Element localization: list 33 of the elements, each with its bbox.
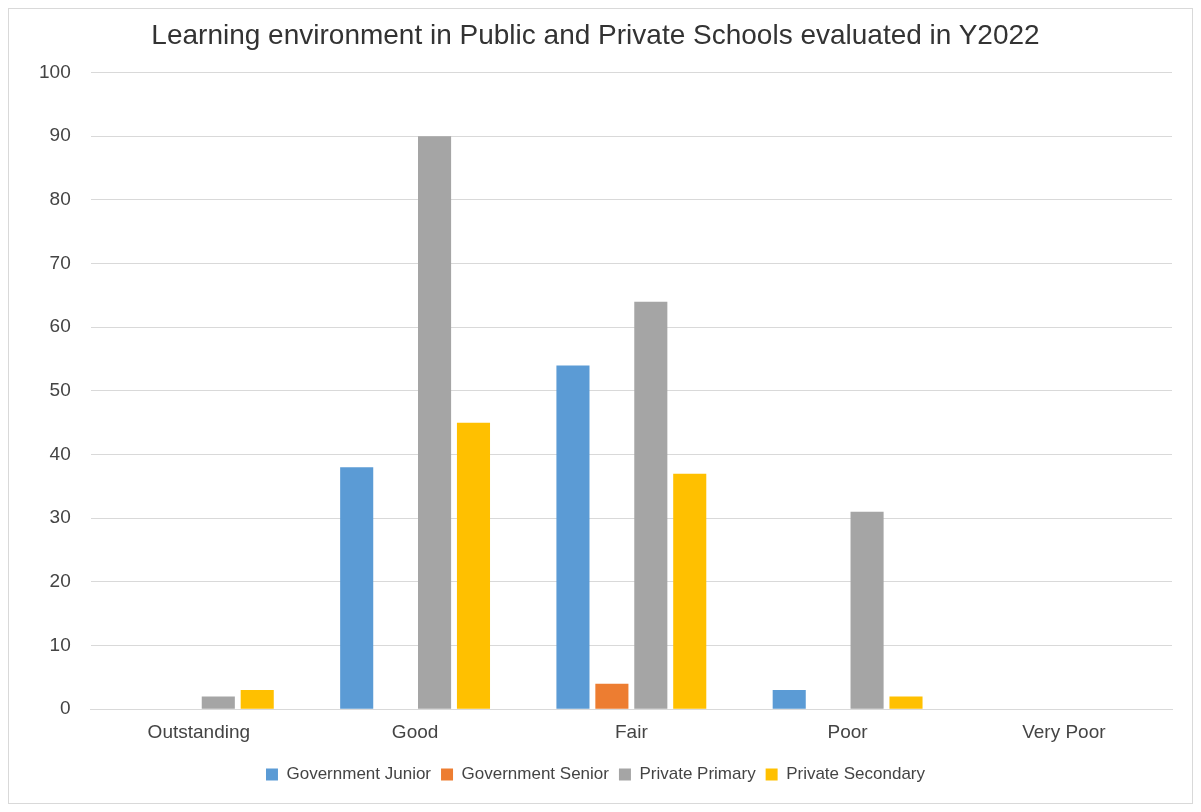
legend-label: Government Junior [286,764,432,784]
legend-label: Private Secondary [786,764,926,784]
y-tick-label: 20 [49,570,71,592]
y-tick-label: 30 [49,506,71,528]
bar [240,690,274,709]
bar [850,511,884,709]
x-tick-label: Poor [827,720,869,742]
y-tick-label: 90 [49,124,71,146]
bar [340,467,374,709]
y-tick-label: 50 [49,379,71,401]
x-tick-label: Fair [614,720,649,742]
chart-title: Learning environment in Public and Private Schools evaluated in Y2022 [151,18,1040,50]
legend-label: Government Senior [461,764,610,784]
bar [418,136,452,709]
bar [889,696,923,709]
bar [673,473,707,709]
bar [456,422,491,709]
bar [201,696,235,709]
y-tick-label: 80 [49,188,71,210]
x-tick-label: Outstanding [147,720,251,742]
x-tick-label: Good [391,720,439,742]
legend-label: Private Primary [639,764,757,784]
bar [634,301,668,709]
bar [772,690,806,709]
y-tick-label: 100 [39,60,71,82]
bar [556,365,590,709]
x-tick-label: Very Poor [1022,720,1107,742]
y-tick-label: 70 [49,251,71,273]
y-tick-label: 60 [49,315,71,337]
y-tick-label: 40 [49,442,71,464]
y-tick-label: 10 [49,633,71,655]
y-tick-label: 0 [60,697,71,719]
bar [595,683,629,709]
